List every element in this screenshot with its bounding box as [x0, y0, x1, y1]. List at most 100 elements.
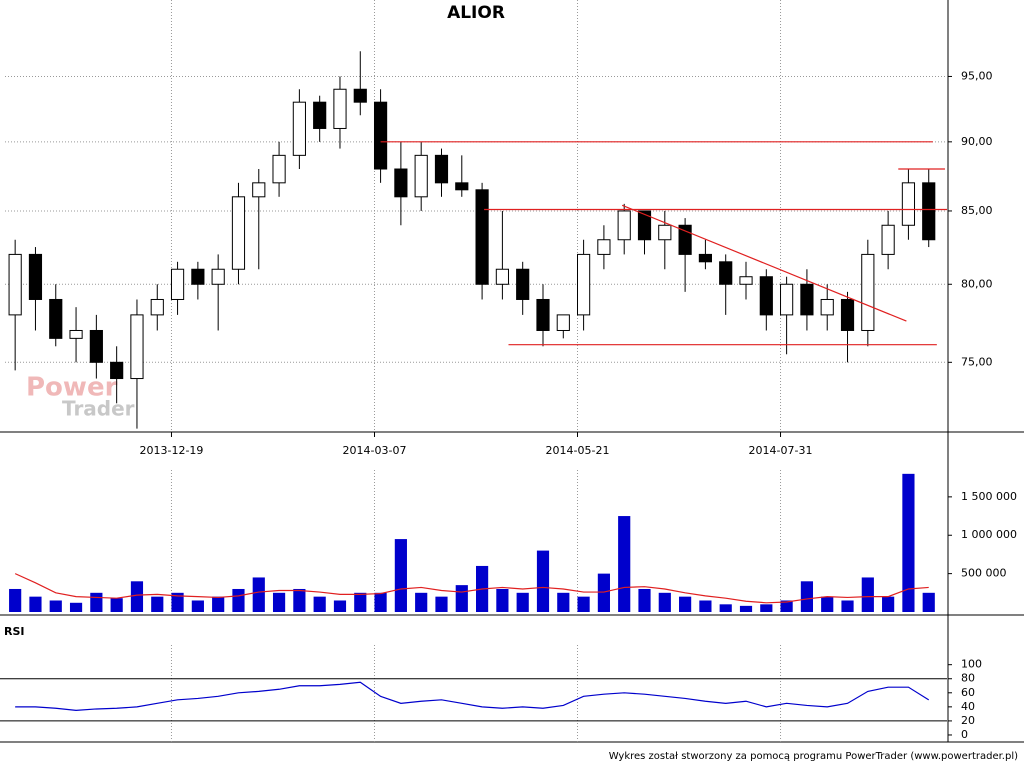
watermark: Power	[26, 373, 118, 403]
candle-body	[800, 283, 814, 316]
candle-body	[394, 168, 408, 198]
x-tick-label: 2014-03-07	[343, 444, 407, 457]
volume-bar	[638, 588, 651, 612]
candle-body	[130, 314, 144, 380]
candle-body	[69, 329, 83, 339]
volume-bar	[699, 600, 712, 612]
candle-body	[89, 329, 103, 363]
volume-bar	[293, 588, 306, 612]
candle-body	[8, 253, 22, 316]
candle-body	[292, 101, 306, 156]
y-tick-label: 80	[961, 672, 975, 685]
candle-body	[455, 182, 469, 191]
candle-body	[556, 314, 570, 331]
candle-body	[231, 196, 246, 270]
candle-body	[516, 268, 530, 300]
candle-body	[49, 298, 63, 339]
candle-body	[150, 298, 164, 316]
y-tick-label: 0	[961, 728, 968, 741]
volume-bar	[719, 604, 732, 612]
candle-body	[739, 276, 753, 285]
candle-body	[333, 88, 347, 129]
volume-bar	[313, 596, 326, 612]
trendline	[621, 204, 907, 322]
volume-bar	[679, 596, 692, 612]
y-tick-label: 75,00	[961, 355, 993, 368]
candle-body	[373, 101, 388, 170]
volume-bar	[618, 516, 631, 612]
volume-bar	[49, 600, 62, 612]
rsi-line	[15, 681, 930, 711]
volume-bar	[232, 588, 245, 612]
volume-bar	[455, 585, 468, 612]
watermark: Trader	[62, 397, 135, 421]
candle-body	[780, 283, 794, 316]
candle-body	[922, 182, 936, 241]
candle-body	[820, 298, 834, 316]
candle-body	[861, 253, 875, 331]
volume-bar	[841, 600, 854, 612]
candle-body	[658, 224, 672, 241]
volume-bar	[882, 596, 895, 612]
volume-bar	[394, 539, 407, 612]
candle-body	[881, 224, 895, 255]
y-tick-label: 80,00	[961, 277, 993, 290]
volume-bar	[496, 588, 509, 612]
x-tick-label: 2014-05-21	[546, 444, 610, 457]
volume-bar	[780, 600, 793, 612]
y-tick-label: 1 000 000	[961, 528, 1017, 541]
volume-bar	[29, 596, 42, 612]
y-tick-label: 100	[961, 658, 982, 671]
x-tick-label: 2013-12-19	[140, 444, 204, 457]
volume-bar	[110, 598, 123, 612]
y-tick-label: 20	[961, 714, 975, 727]
candle-body	[353, 88, 367, 103]
y-tick-label: 500 000	[961, 567, 1007, 580]
volume-bar	[760, 604, 773, 612]
x-tick-label: 2014-07-31	[749, 444, 813, 457]
volume-bar	[435, 596, 448, 612]
candle-body	[434, 154, 449, 184]
volume-bar	[171, 592, 184, 612]
candle-body	[577, 253, 591, 316]
candle-body	[536, 298, 550, 331]
volume-bar	[90, 592, 103, 612]
y-tick-label: 95,00	[961, 69, 993, 82]
volume-bar	[557, 592, 570, 612]
candle-body	[495, 268, 509, 285]
candle-body	[414, 154, 428, 198]
volume-bar	[272, 592, 286, 612]
y-tick-label: 40	[961, 700, 975, 713]
pane-title: RSI	[4, 625, 25, 638]
chart-title: ALIOR	[447, 3, 505, 23]
candle-body	[272, 154, 286, 184]
candle-body	[840, 298, 855, 331]
volume-bar	[536, 550, 550, 612]
candle-body	[211, 268, 225, 285]
y-tick-label: 90,00	[961, 135, 993, 148]
candle-body	[698, 253, 713, 263]
candle-body	[617, 210, 631, 241]
volume-bar	[577, 596, 590, 612]
volume-bar	[212, 596, 225, 612]
candle-body	[191, 268, 205, 285]
y-tick-label: 60	[961, 686, 975, 699]
volume-bar	[821, 596, 834, 612]
volume-bar	[374, 592, 387, 612]
volume-bar	[597, 573, 610, 612]
candle-body	[719, 261, 733, 285]
candle-body	[759, 276, 773, 316]
volume-bar	[861, 577, 874, 612]
volume-bar	[69, 602, 83, 612]
volume-bar	[151, 596, 164, 612]
volume-bar	[333, 600, 347, 612]
volume-bar	[658, 592, 671, 612]
y-tick-label: 1 500 000	[961, 490, 1017, 503]
volume-bar	[252, 577, 265, 612]
volume-bar	[130, 581, 144, 612]
moving-average	[14, 573, 929, 604]
candle-body	[252, 182, 266, 198]
candle-body	[475, 189, 489, 285]
candle-body	[28, 253, 43, 300]
